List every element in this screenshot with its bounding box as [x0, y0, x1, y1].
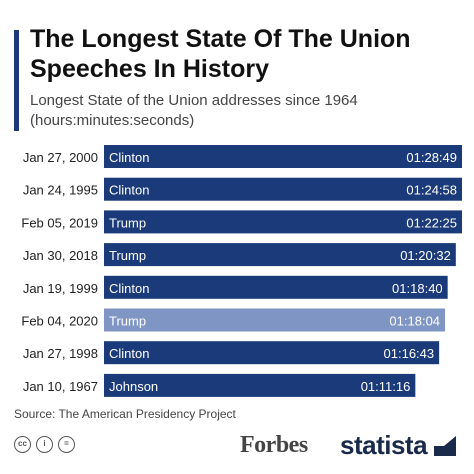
no-derivatives-icon: =	[58, 436, 75, 453]
license-icons: cc i =	[14, 436, 75, 453]
value-label: 01:24:58	[406, 183, 457, 198]
value-label: 01:28:49	[406, 150, 457, 165]
bar	[104, 210, 462, 234]
bar	[104, 275, 448, 299]
president-label: Trump	[109, 314, 146, 329]
category-label: Jan 24, 1995	[23, 183, 98, 198]
category-label: Jan 27, 1998	[23, 346, 98, 361]
forbes-logo: Forbes	[240, 432, 308, 458]
president-label: Clinton	[109, 183, 149, 198]
bar	[104, 308, 446, 332]
president-label: Trump	[109, 248, 146, 263]
president-label: Clinton	[109, 150, 149, 165]
president-label: Johnson	[109, 379, 158, 394]
value-label: 01:18:40	[392, 281, 443, 296]
president-label: Trump	[109, 215, 146, 230]
category-label: Jan 30, 2018	[23, 248, 98, 263]
value-label: 01:18:04	[389, 314, 440, 329]
value-label: 01:20:32	[400, 248, 451, 263]
chart-title: The Longest State Of The Union Speeches …	[30, 25, 411, 83]
president-label: Clinton	[109, 346, 149, 361]
statista-logo-icon	[434, 436, 456, 456]
title-accent-bar	[14, 30, 19, 131]
category-label: Feb 05, 2019	[21, 215, 98, 230]
bar	[104, 177, 462, 201]
chart-subtitle: Longest State of the Union addresses sin…	[30, 92, 358, 129]
value-label: 01:16:43	[384, 346, 435, 361]
category-label: Feb 04, 2020	[21, 314, 98, 329]
category-label: Jan 27, 2000	[23, 150, 98, 165]
bar	[104, 145, 462, 168]
bar	[104, 341, 440, 365]
category-label: Jan 19, 1999	[23, 281, 98, 296]
statista-logo: statista	[340, 430, 428, 460]
value-label: 01:11:16	[361, 379, 411, 394]
category-label: Jan 10, 1967	[23, 379, 98, 394]
value-label: 01:22:25	[406, 215, 457, 230]
president-label: Clinton	[109, 281, 149, 296]
source-note: Source: The American Presidency Project	[14, 407, 236, 421]
attribution-icon: i	[36, 436, 53, 453]
bar	[104, 243, 456, 267]
bar	[104, 373, 416, 397]
creative-commons-icon: cc	[14, 436, 31, 453]
